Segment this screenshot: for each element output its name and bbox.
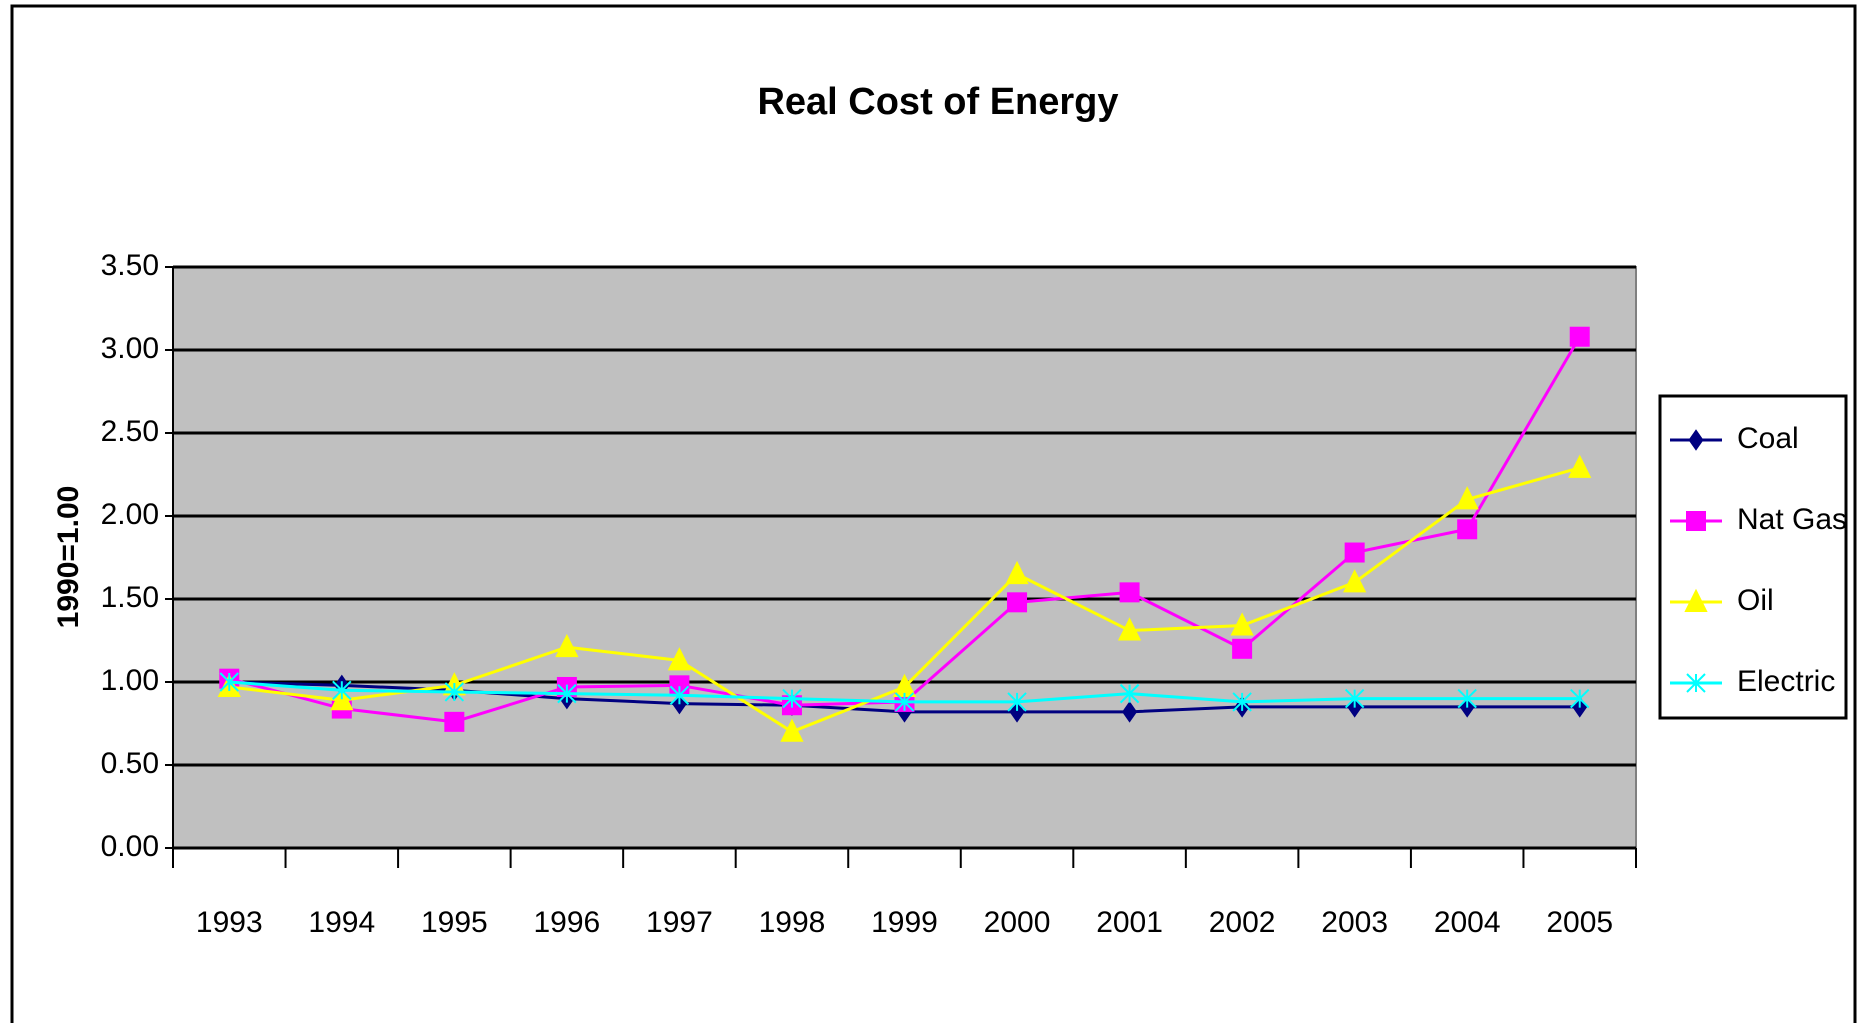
data-point [894, 692, 915, 712]
data-point [667, 647, 692, 671]
data-point [1122, 701, 1138, 723]
legend-marker [1684, 588, 1708, 612]
data-point [1569, 326, 1590, 347]
y-tick-label: 0.00 [101, 830, 159, 863]
data-point [1117, 617, 1142, 641]
data-point [669, 685, 690, 705]
x-tick-label: 2005 [1546, 906, 1613, 939]
data-point [1005, 560, 1029, 585]
data-point [1457, 688, 1477, 709]
data-point [332, 680, 352, 701]
x-tick-label: 1998 [759, 906, 826, 939]
data-point [444, 711, 465, 732]
x-tick-label: 2001 [1096, 906, 1163, 939]
legend-label: Oil [1737, 584, 1774, 617]
data-point [1007, 692, 1027, 712]
legend-marker [1688, 429, 1704, 451]
data-point [782, 688, 802, 709]
y-tick-label: 3.50 [101, 249, 159, 282]
x-tick-label: 2003 [1321, 906, 1388, 939]
x-tick-label: 1993 [196, 906, 263, 939]
data-point [1009, 701, 1025, 723]
x-tick-label: 1999 [871, 906, 938, 939]
legend-box [1658, 394, 1848, 720]
data-point [219, 672, 239, 692]
data-point [1344, 542, 1365, 563]
data-point [557, 683, 577, 704]
x-tick-label: 2000 [984, 906, 1051, 939]
data-point [444, 682, 465, 702]
data-point [1232, 692, 1252, 712]
legend-marker [1686, 673, 1706, 693]
legend-label: Coal [1737, 422, 1799, 455]
legend-marker [1686, 511, 1706, 531]
chart-title: Real Cost of Energy [757, 81, 1118, 123]
x-tick-label: 2004 [1434, 906, 1501, 939]
data-point [555, 633, 579, 658]
y-tick-label: 2.50 [101, 415, 159, 448]
data-point [1230, 612, 1254, 636]
plot-area [172, 266, 1637, 849]
data-point [1232, 638, 1253, 659]
data-point [1570, 688, 1590, 709]
y-axis-label: 1990=1.00 [52, 486, 85, 629]
legend-label: Nat Gas [1737, 503, 1847, 536]
x-tick-label: 1995 [421, 906, 488, 939]
legend-label: Electric [1737, 665, 1835, 698]
y-tick-label: 1.00 [101, 664, 159, 697]
x-tick-label: 1996 [534, 906, 601, 939]
y-tick-label: 2.00 [101, 498, 159, 531]
data-point [1119, 683, 1140, 704]
data-point [1343, 569, 1367, 593]
data-point [1119, 582, 1140, 603]
x-tick-label: 1994 [308, 906, 375, 939]
data-point [1007, 592, 1028, 613]
x-tick-label: 2002 [1209, 906, 1276, 939]
x-tick-label: 1997 [646, 906, 713, 939]
data-point [1568, 454, 1592, 478]
data-point [780, 718, 804, 742]
y-tick-label: 0.50 [101, 747, 159, 780]
data-point [1344, 688, 1365, 709]
y-tick-label: 3.00 [101, 332, 159, 365]
y-tick-label: 1.50 [101, 581, 159, 614]
data-point [1455, 486, 1479, 510]
data-point [1457, 519, 1478, 540]
